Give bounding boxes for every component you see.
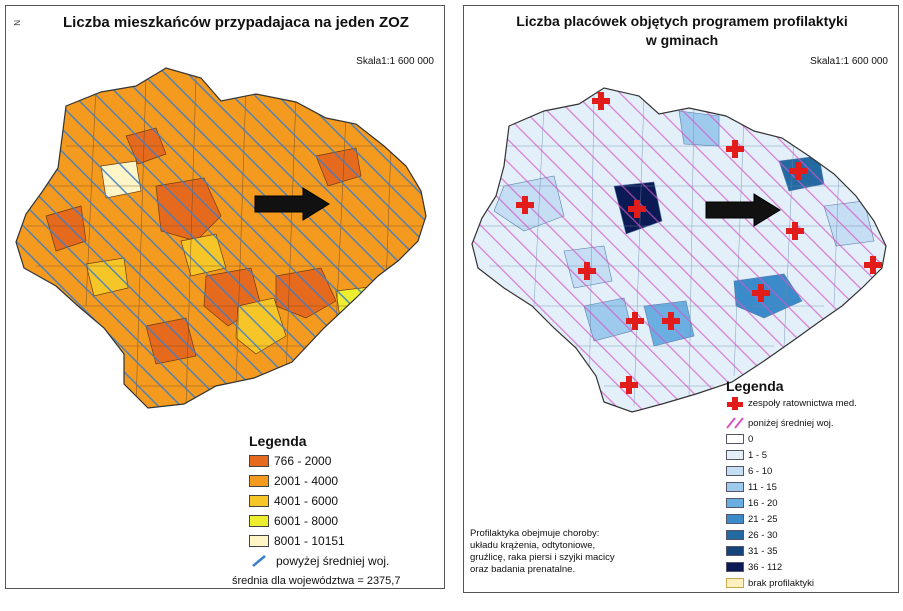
legend-swatch	[249, 495, 269, 507]
right-legend-item-4: 11 - 15	[726, 480, 777, 494]
right-legend-item-1: 0	[726, 432, 753, 446]
arrow-icon	[705, 193, 781, 227]
legend-swatch	[726, 514, 744, 524]
right-map-title: Liczba placówek objętych programem profi…	[516, 13, 848, 48]
right-legend-item-9: 36 - 112	[726, 560, 782, 574]
medical-cross-icon	[727, 397, 743, 410]
right-legend-title: Legenda	[726, 378, 784, 394]
right-legend-item-8: 31 - 35	[726, 544, 778, 558]
right-map-scale: Skala1:1 600 000	[810, 56, 888, 67]
legend-swatch	[249, 515, 269, 527]
right-legend-no-prevention: brak profilaktyki	[726, 576, 814, 590]
medical-cross-icon	[789, 162, 807, 180]
voivodeship-border	[471, 87, 887, 413]
medical-cross-icon	[620, 376, 638, 394]
medical-cross-icon	[752, 284, 770, 302]
left-legend-item-1: 766 - 2000	[249, 452, 331, 470]
legend-swatch	[726, 498, 744, 508]
left-legend-item-5: 8001 - 10151	[249, 532, 345, 550]
legend-swatch	[726, 434, 744, 444]
legend-swatch	[249, 455, 269, 467]
legend-swatch	[726, 482, 744, 492]
legend-swatch	[726, 546, 744, 556]
left-map-panel: N Liczba mieszkańców przypadajaca na jed…	[5, 5, 445, 589]
right-choropleth-map	[471, 87, 887, 413]
left-legend-item-3: 4001 - 6000	[249, 492, 338, 510]
prevention-note: Profilaktyka obejmuje choroby: układu kr…	[470, 528, 615, 575]
legend-swatch	[726, 578, 744, 588]
medical-cross-icon	[578, 262, 596, 280]
right-legend-item-2: 1 - 5	[726, 448, 767, 462]
right-legend-item-7: 26 - 30	[726, 528, 778, 542]
left-legend-title: Legenda	[249, 433, 307, 449]
right-legend-item-5: 16 - 20	[726, 496, 778, 510]
hatch-symbol-icon	[726, 417, 744, 429]
left-map-title: Liczba mieszkańców przypadajaca na jeden…	[63, 14, 409, 31]
legend-swatch	[249, 475, 269, 487]
arrow-icon	[254, 187, 330, 221]
legend-swatch	[726, 530, 744, 540]
left-legend-item-4: 6001 - 8000	[249, 512, 338, 530]
medical-cross-icon	[864, 256, 882, 274]
voivodeship-border	[15, 67, 427, 409]
right-legend-item-3: 6 - 10	[726, 464, 772, 478]
medical-cross-icon	[626, 312, 644, 330]
right-legend-hatch: poniżej średniej woj.	[726, 416, 834, 430]
medical-cross-icon	[516, 196, 534, 214]
hatch-symbol-icon	[252, 555, 266, 567]
right-legend-symbol: zespoły ratownictwa med.	[726, 396, 857, 410]
left-choropleth-map	[15, 67, 427, 409]
left-average-note: średnia dla województwa = 2375,7	[232, 575, 401, 587]
medical-cross-icon	[726, 140, 744, 158]
legend-swatch	[726, 466, 744, 476]
legend-swatch	[726, 450, 744, 460]
legend-swatch	[726, 562, 744, 572]
right-map-panel: Liczba placówek objętych programem profi…	[463, 5, 899, 593]
left-legend-item-2: 2001 - 4000	[249, 472, 338, 490]
medical-cross-icon	[662, 312, 680, 330]
left-legend-hatch: powyżej średniej woj.	[249, 552, 389, 570]
medical-cross-icon	[628, 200, 646, 218]
right-legend-item-6: 21 - 25	[726, 512, 778, 526]
medical-cross-icon	[786, 222, 804, 240]
left-map-scale: Skala1:1 600 000	[356, 56, 434, 67]
legend-swatch	[249, 535, 269, 547]
medical-cross-icon	[592, 92, 610, 110]
